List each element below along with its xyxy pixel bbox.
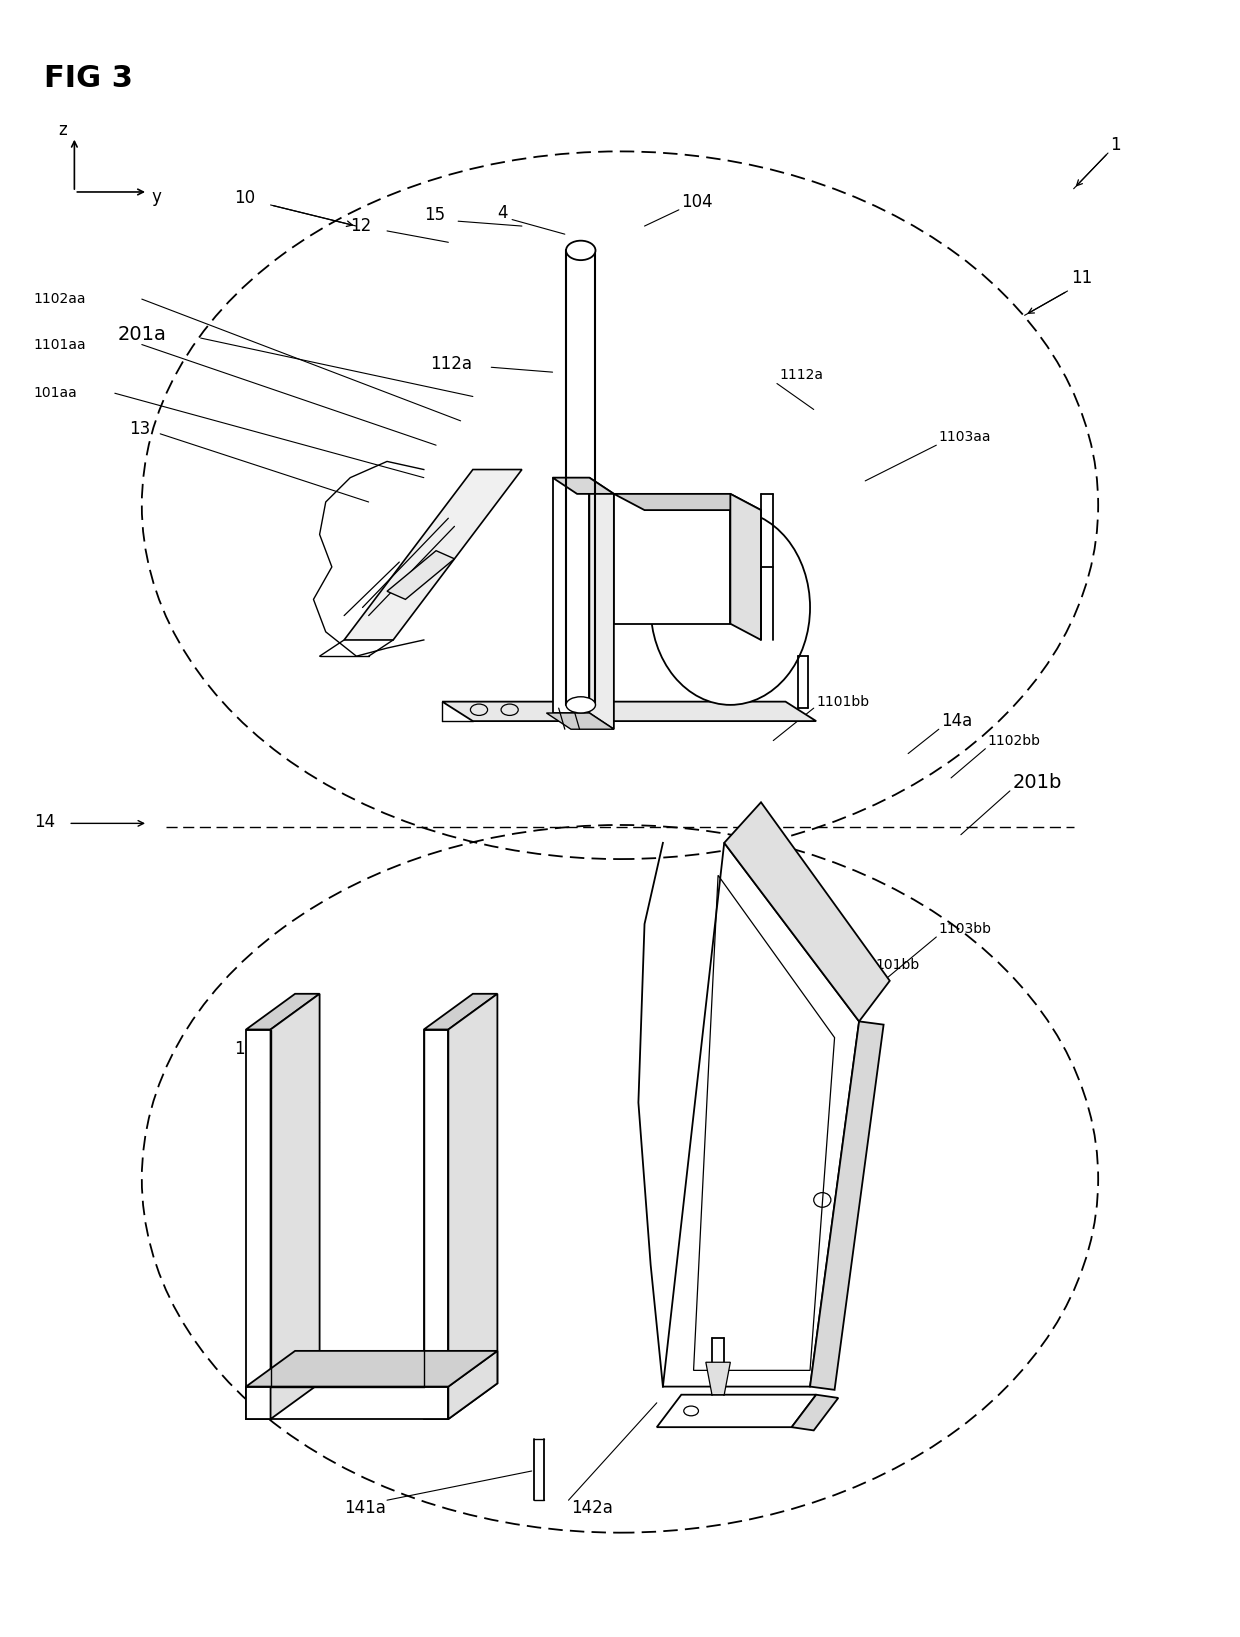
- Ellipse shape: [565, 697, 595, 714]
- Polygon shape: [547, 714, 614, 728]
- Text: 1101bb: 1101bb: [816, 694, 869, 709]
- Text: 11: 11: [1071, 268, 1092, 286]
- Text: 1101aa: 1101aa: [33, 337, 87, 352]
- Polygon shape: [424, 994, 497, 1030]
- Text: 1: 1: [1111, 136, 1121, 154]
- Polygon shape: [449, 994, 497, 1419]
- Text: 1103bb: 1103bb: [939, 922, 992, 936]
- Text: 1112a: 1112a: [780, 368, 823, 383]
- Text: 106: 106: [234, 1039, 265, 1058]
- Text: y: y: [151, 188, 161, 206]
- Polygon shape: [614, 494, 730, 624]
- Polygon shape: [614, 494, 761, 511]
- Polygon shape: [246, 994, 320, 1030]
- Text: 13: 13: [129, 421, 151, 439]
- Polygon shape: [246, 1030, 270, 1419]
- Ellipse shape: [565, 241, 595, 260]
- Text: 4: 4: [497, 205, 508, 223]
- Text: 12: 12: [350, 218, 372, 236]
- Text: 14: 14: [33, 812, 55, 830]
- Text: z: z: [58, 121, 67, 139]
- Text: 101aa: 101aa: [33, 386, 78, 399]
- Polygon shape: [791, 1395, 838, 1431]
- Text: 141a: 141a: [345, 1499, 386, 1517]
- Polygon shape: [553, 478, 589, 714]
- Polygon shape: [246, 1351, 497, 1387]
- Text: 142a: 142a: [570, 1499, 613, 1517]
- Polygon shape: [730, 494, 761, 640]
- Polygon shape: [706, 1362, 730, 1395]
- Text: 1102bb: 1102bb: [988, 733, 1040, 748]
- Text: 14a: 14a: [941, 712, 972, 730]
- Polygon shape: [443, 702, 816, 722]
- Text: 201a: 201a: [118, 326, 166, 344]
- Ellipse shape: [651, 511, 810, 706]
- Polygon shape: [810, 1021, 884, 1390]
- Polygon shape: [270, 994, 320, 1419]
- Text: 15: 15: [424, 206, 445, 224]
- Polygon shape: [553, 478, 614, 494]
- Polygon shape: [589, 478, 614, 728]
- Text: 104: 104: [681, 193, 713, 211]
- Text: 112a: 112a: [430, 355, 472, 373]
- Text: 1102aa: 1102aa: [33, 291, 87, 306]
- Text: 101bb: 101bb: [875, 958, 919, 972]
- Polygon shape: [424, 1030, 449, 1419]
- Text: FIG 3: FIG 3: [43, 64, 133, 93]
- Polygon shape: [246, 1387, 449, 1419]
- Text: 10: 10: [234, 190, 255, 208]
- Polygon shape: [387, 550, 455, 599]
- Polygon shape: [663, 843, 859, 1387]
- Polygon shape: [724, 802, 890, 1021]
- Text: 1103aa: 1103aa: [939, 431, 991, 444]
- Text: 201b: 201b: [1012, 773, 1061, 792]
- Polygon shape: [449, 1351, 497, 1419]
- Polygon shape: [345, 470, 522, 640]
- Polygon shape: [657, 1395, 816, 1427]
